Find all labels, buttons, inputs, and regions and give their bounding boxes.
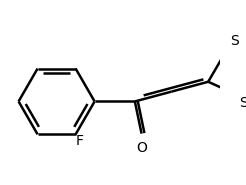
- Text: S: S: [239, 96, 246, 110]
- Text: S: S: [230, 34, 239, 48]
- Text: O: O: [136, 141, 147, 155]
- Text: F: F: [76, 134, 84, 148]
